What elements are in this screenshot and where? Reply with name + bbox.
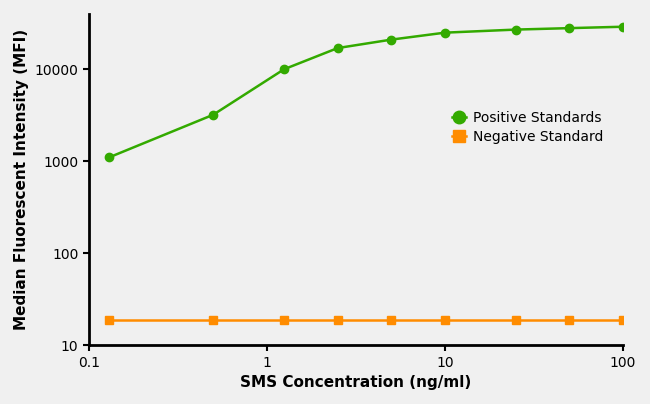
Positive Standards [441, 30, 448, 35]
Legend: Positive Standards, Negative Standard: Positive Standards, Negative Standard [445, 104, 610, 151]
Negative Standard [105, 317, 113, 322]
Positive Standards [512, 27, 519, 32]
Positive Standards [280, 67, 288, 72]
Negative Standard [441, 317, 448, 322]
Negative Standard [387, 317, 395, 322]
X-axis label: SMS Concentration (ng/ml): SMS Concentration (ng/ml) [240, 375, 471, 390]
Negative Standard [333, 317, 341, 322]
Positive Standards [619, 24, 627, 29]
Negative Standard [619, 317, 627, 322]
Positive Standards [333, 46, 341, 50]
Negative Standard [512, 317, 519, 322]
Negative Standard [209, 317, 217, 322]
Positive Standards [387, 37, 395, 42]
Negative Standard [566, 317, 573, 322]
Positive Standards [105, 155, 113, 160]
Y-axis label: Median Fluorescent Intensity (MFI): Median Fluorescent Intensity (MFI) [14, 29, 29, 330]
Positive Standards [209, 112, 217, 117]
Negative Standard [280, 317, 288, 322]
Line: Positive Standards: Positive Standards [105, 23, 627, 162]
Line: Negative Standard: Negative Standard [105, 316, 627, 324]
Positive Standards [566, 26, 573, 31]
